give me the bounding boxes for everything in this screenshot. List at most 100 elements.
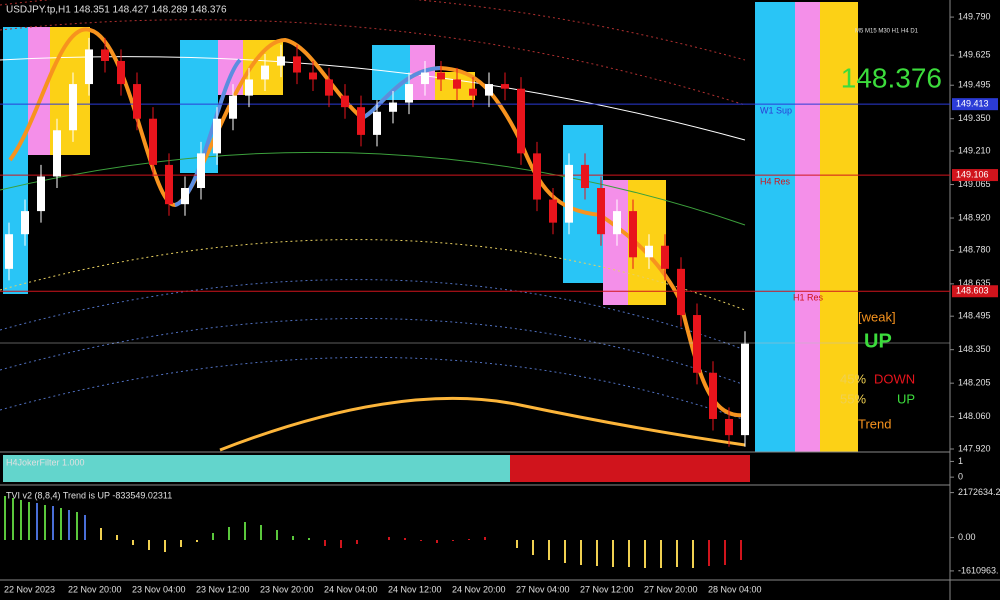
y-tick-label: 149.210 (958, 145, 991, 155)
candle-body (229, 95, 237, 119)
candle-body (21, 211, 29, 235)
candle-body (469, 88, 477, 96)
signal-zones (3, 2, 858, 452)
level-name: H1 Res (793, 293, 824, 303)
panel-name: TVI v2 (8,8,4) Trend is UP -833549.02311 (6, 490, 172, 500)
candle-body (693, 315, 701, 373)
candle-body (101, 49, 109, 61)
level-box (952, 169, 998, 182)
level-box (952, 98, 998, 111)
x-tick-label: 27 Nov 04:00 (516, 584, 570, 594)
candle-body (661, 245, 669, 269)
candle-body (389, 102, 397, 112)
tvi-histogram (4, 496, 742, 568)
candle-body (501, 84, 509, 89)
signal-direction: UP (864, 330, 892, 352)
candle-body (53, 130, 61, 177)
y-tick-label: 148.060 (958, 411, 991, 421)
y-tick-label: 149.065 (958, 179, 991, 189)
y-tick-label: 149.625 (958, 50, 991, 60)
candle-body (709, 372, 717, 419)
x-tick-label: 23 Nov 12:00 (196, 584, 250, 594)
candle-body (373, 111, 381, 135)
x-tick-label: 23 Nov 04:00 (132, 584, 186, 594)
candle-body (453, 79, 461, 89)
candle-body (565, 164, 573, 223)
candle-body (437, 72, 445, 80)
candle-body (741, 343, 749, 436)
y-tick-label: 148.780 (958, 245, 991, 255)
candle-body (117, 60, 125, 85)
candle-body (517, 88, 525, 154)
level-box (952, 285, 998, 298)
candle-body (613, 211, 621, 235)
y-tick-label: -1610963. (958, 565, 999, 575)
candle-body (245, 79, 253, 96)
x-tick-label: 24 Nov 20:00 (452, 584, 506, 594)
x-tick-label: 24 Nov 04:00 (324, 584, 378, 594)
candle-body (69, 84, 77, 131)
candle-body (197, 153, 205, 189)
level-value: 148.603 (956, 286, 989, 296)
candle-body (261, 65, 269, 80)
level-value: 149.106 (956, 169, 989, 179)
x-tick-label: 24 Nov 12:00 (388, 584, 442, 594)
candle-body (421, 72, 429, 85)
candle-body (293, 56, 301, 73)
candle-body (85, 49, 93, 85)
y-tick-label: 148.920 (958, 212, 991, 222)
y-tick-label: 148.350 (958, 344, 991, 354)
candle-body (645, 245, 653, 258)
y-tick-label: 149.495 (958, 80, 991, 90)
y-tick-label: 148.495 (958, 311, 991, 321)
candle-body (325, 79, 333, 96)
x-tick-label: 22 Nov 2023 (4, 584, 55, 594)
panel-name: H4JokerFilter 1.000 (6, 457, 85, 467)
candle-body (37, 176, 45, 212)
y-tick-label: 1 (958, 456, 963, 466)
candle-body (341, 95, 349, 108)
candle-body (581, 164, 589, 189)
candle-body (133, 84, 141, 119)
x-tick-label: 27 Nov 20:00 (644, 584, 698, 594)
candle-body (181, 188, 189, 205)
y-tick-label: 147.920 (958, 443, 991, 453)
candle-body (165, 164, 173, 205)
level-name: W1 Sup (760, 106, 792, 116)
joker-filter-bars (3, 455, 750, 482)
y-tick-label: 0.00 (958, 532, 976, 542)
x-tick-label: 27 Nov 12:00 (580, 584, 634, 594)
y-tick-label: 148.205 (958, 378, 991, 388)
candle-body (485, 84, 493, 96)
y-tick-label: 0 (958, 472, 963, 482)
trend-label: Trend (858, 416, 891, 431)
x-tick-label: 23 Nov 20:00 (260, 584, 314, 594)
candle-body (549, 199, 557, 223)
candle-body (357, 107, 365, 135)
candle-body (5, 234, 13, 269)
symbol-header: USDJPY.tp,H1 148.351 148.427 148.289 148… (6, 5, 227, 16)
candle-body (309, 72, 317, 80)
candle-body (149, 118, 157, 165)
last-price: 148.376 (841, 62, 942, 93)
candle-body (597, 188, 605, 235)
x-tick-label: 28 Nov 04:00 (708, 584, 762, 594)
candle-body (277, 56, 285, 66)
down-percent: 45% (840, 371, 866, 386)
up-label: UP (897, 391, 915, 406)
y-tick-label: 149.350 (958, 113, 991, 123)
candle-body (213, 118, 221, 154)
candle-body (405, 84, 413, 103)
signal-strength: [weak] (858, 309, 896, 324)
y-tick-label: 148.635 (958, 278, 991, 288)
down-label: DOWN (874, 371, 915, 386)
up-percent: 55% (840, 391, 866, 406)
candle-body (629, 211, 637, 258)
y-tick-label: 2172634.2 (958, 487, 1000, 497)
candle-body (533, 153, 541, 200)
timeframe-header: M5 M15 M30 H1 H4 D1 (855, 29, 919, 35)
level-name: H4 Res (760, 176, 791, 186)
y-tick-label: 149.790 (958, 11, 991, 21)
level-value: 149.413 (956, 99, 989, 109)
